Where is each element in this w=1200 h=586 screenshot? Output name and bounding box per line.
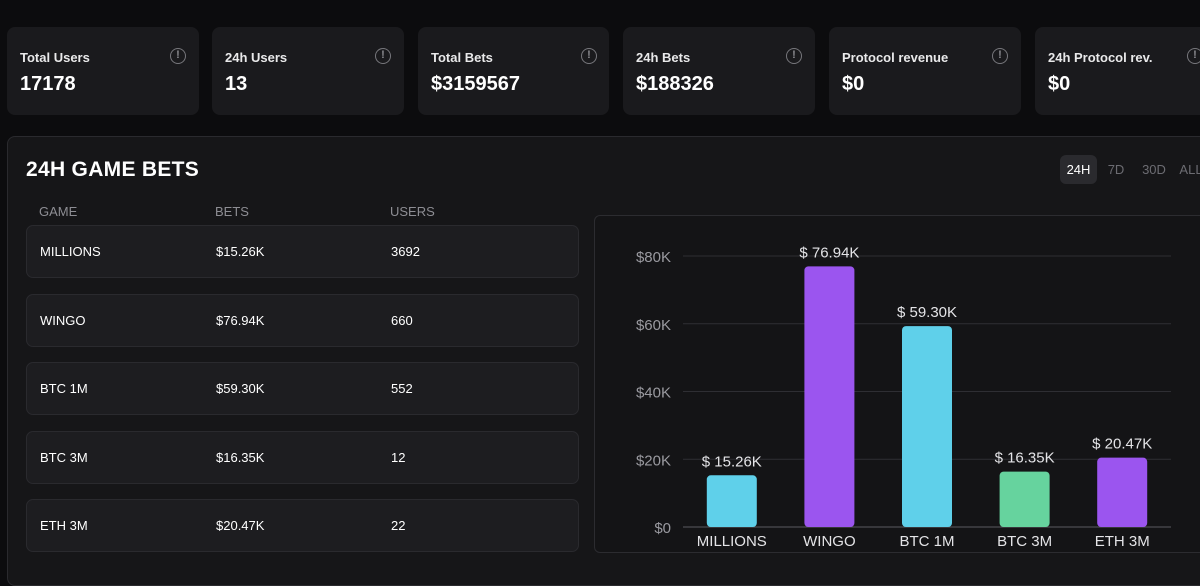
info-icon[interactable]: ! <box>170 48 186 64</box>
table-row[interactable]: MILLIONS $15.26K 3692 <box>26 225 579 278</box>
stat-card-total-users: Total Users 17178 ! <box>7 27 199 115</box>
stat-card-24h-bets: 24h Bets $188326 ! <box>623 27 815 115</box>
table-row[interactable]: ETH 3M $20.47K 22 <box>26 499 579 552</box>
column-header-users: USERS <box>390 204 435 219</box>
bar-data-label: $ 59.30K <box>897 304 957 321</box>
game-bets-panel: 24H GAME BETS 24H 7D 30D ALL GAME BETS U… <box>7 136 1200 586</box>
stat-card-total-bets: Total Bets $3159567 ! <box>418 27 609 115</box>
bets-cell: $15.26K <box>216 244 265 259</box>
column-header-bets: BETS <box>215 204 249 219</box>
info-icon[interactable]: ! <box>992 48 1008 64</box>
stat-card-24h-protocol-rev: 24h Protocol rev. $0 ! <box>1035 27 1200 115</box>
bets-cell: $76.94K <box>216 313 265 328</box>
stat-label: Protocol revenue <box>842 50 949 65</box>
stat-value: $188326 <box>636 73 714 95</box>
y-tick-label: $0 <box>654 520 671 537</box>
bar <box>902 326 952 527</box>
x-tick-label: WINGO <box>803 533 856 550</box>
bar <box>999 471 1050 527</box>
y-tick-label: $20K <box>636 452 671 469</box>
info-icon[interactable]: ! <box>786 48 802 64</box>
bar-data-label: $ 76.94K <box>799 244 859 261</box>
stat-value: $0 <box>842 73 865 95</box>
stat-label: 24h Bets <box>636 50 691 65</box>
info-icon[interactable]: ! <box>375 48 391 64</box>
stat-label: Total Bets <box>431 50 493 65</box>
users-cell: 3692 <box>391 244 420 259</box>
panel-title: 24H GAME BETS <box>26 158 200 181</box>
y-tick-label: $60K <box>636 317 671 334</box>
stat-label: 24h Users <box>225 50 288 65</box>
x-tick-label: BTC 3M <box>997 533 1052 550</box>
table-row[interactable]: BTC 1M $59.30K 552 <box>26 362 579 415</box>
table-row[interactable]: BTC 3M $16.35K 12 <box>26 431 579 484</box>
bets-cell: $20.47K <box>216 518 265 533</box>
column-header-game: GAME <box>39 204 78 219</box>
bar-data-label: $ 20.47K <box>1092 436 1152 453</box>
y-tick-label: $80K <box>636 249 671 266</box>
info-icon[interactable]: ! <box>581 48 597 64</box>
bar <box>706 475 757 527</box>
game-cell: WINGO <box>40 313 86 328</box>
stat-value: $0 <box>1048 73 1071 95</box>
users-cell: 22 <box>391 518 406 533</box>
bar <box>1097 457 1148 527</box>
chart-svg: $0 $20K $40K $60K $80K $ 15.26K MILLIONS $ 76.9… <box>636 244 1171 550</box>
bets-bar-chart: $0 $20K $40K $60K $80K $ 15.26K MILLIONS $ 76.9… <box>594 215 1200 553</box>
stat-label: Total Users <box>20 50 90 65</box>
y-tick-label: $40K <box>636 385 671 402</box>
stat-value: $3159567 <box>431 73 520 95</box>
bets-cell: $16.35K <box>216 450 265 465</box>
stat-card-24h-users: 24h Users 13 ! <box>212 27 404 115</box>
stat-value: 13 <box>225 73 248 95</box>
table-row[interactable]: WINGO $76.94K 660 <box>26 294 579 347</box>
x-tick-label: ETH 3M <box>1095 533 1150 550</box>
game-cell: MILLIONS <box>40 244 101 259</box>
tab-24h[interactable]: 24H <box>1060 155 1097 184</box>
x-tick-label: MILLIONS <box>697 533 767 550</box>
users-cell: 12 <box>391 450 406 465</box>
bar-data-label: $ 16.35K <box>995 450 1055 467</box>
stat-label: 24h Protocol rev. <box>1048 50 1153 65</box>
tab-7d[interactable]: 7D <box>1107 162 1125 177</box>
game-cell: BTC 1M <box>40 381 88 396</box>
game-cell: ETH 3M <box>40 518 88 533</box>
game-cell: BTC 3M <box>40 450 88 465</box>
bets-cell: $59.30K <box>216 381 265 396</box>
info-icon[interactable]: ! <box>1187 48 1200 64</box>
stat-card-protocol-revenue: Protocol revenue $0 ! <box>829 27 1021 115</box>
x-tick-label: BTC 1M <box>899 533 954 550</box>
bar <box>804 266 855 527</box>
tab-30d[interactable]: 30D <box>1142 162 1166 177</box>
stat-value: 17178 <box>20 73 76 95</box>
tab-all[interactable]: ALL <box>1179 162 1200 177</box>
users-cell: 552 <box>391 381 413 396</box>
stats-row: Total Users 17178 ! 24h Users 13 ! Total… <box>0 0 1200 130</box>
users-cell: 660 <box>391 313 413 328</box>
bar-data-label: $ 15.26K <box>702 453 762 470</box>
